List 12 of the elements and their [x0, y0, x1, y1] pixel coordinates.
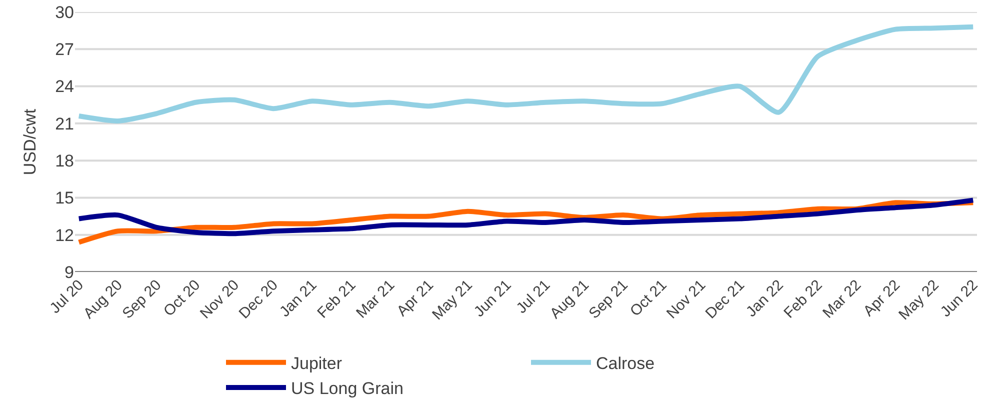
y-tick-label: 15 [55, 188, 74, 208]
y-tick-label: 24 [55, 77, 74, 96]
y-tick-label: 12 [55, 226, 74, 245]
legend-label: Jupiter [291, 354, 342, 373]
y-tick-label: 27 [55, 40, 74, 60]
legend-label: US Long Grain [291, 379, 404, 398]
y-tick-label: 21 [55, 114, 74, 134]
legend-label: Calrose [596, 354, 655, 373]
y-tick-label: 9 [64, 262, 74, 282]
y-tick-label: 18 [55, 152, 74, 171]
y-axis-title: USD/cwt [20, 108, 40, 176]
y-tick-label: 30 [55, 2, 74, 22]
